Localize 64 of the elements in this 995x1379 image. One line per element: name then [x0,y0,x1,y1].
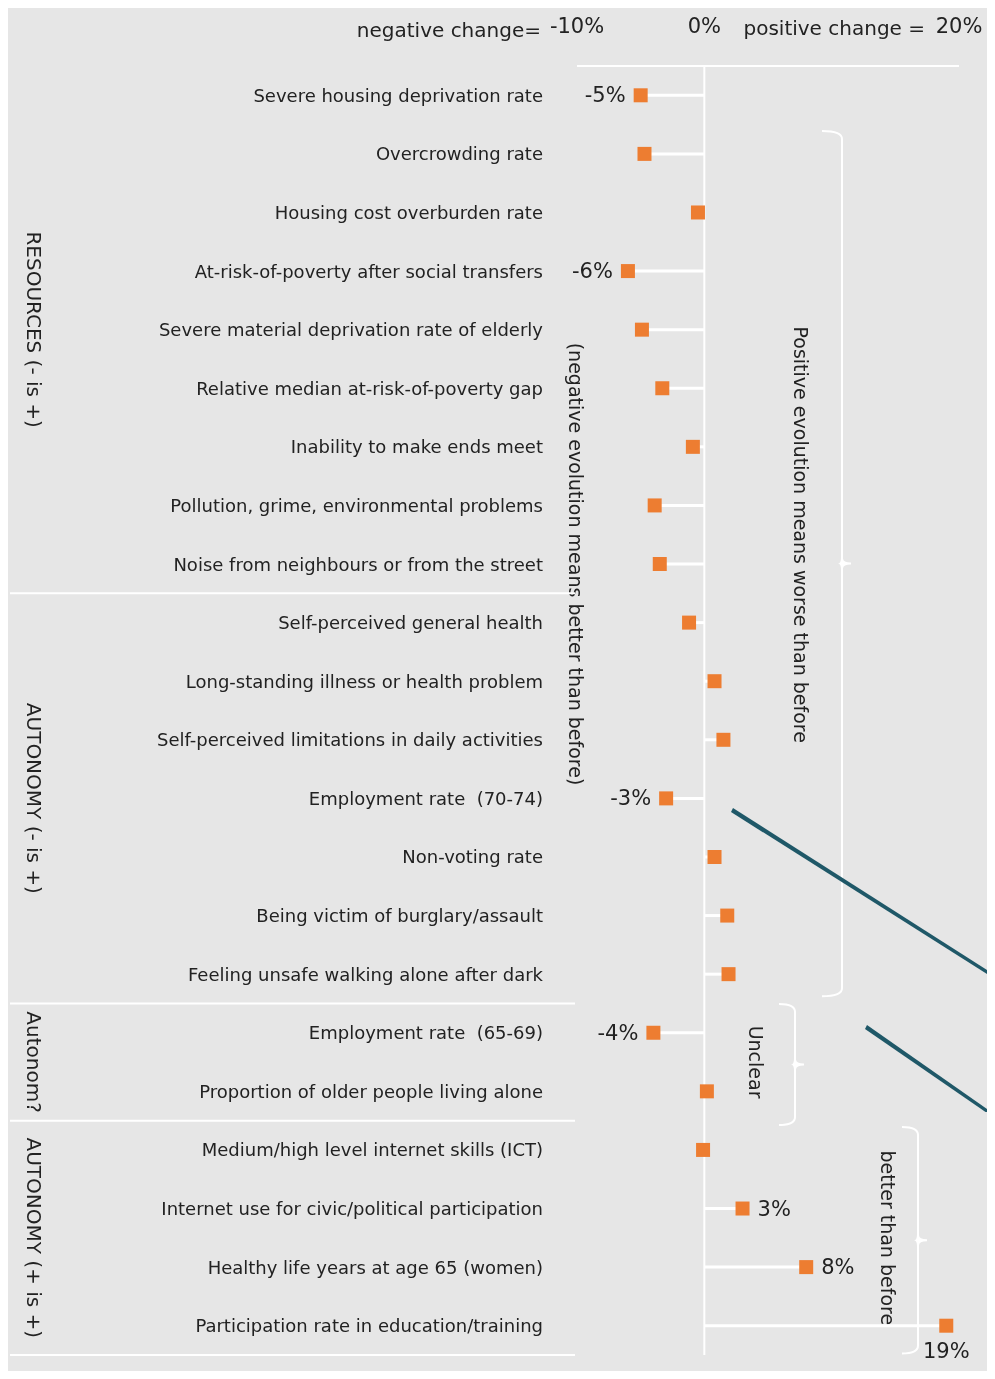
point [699,1084,714,1099]
point [655,381,670,396]
text: Autonom? [22,1011,46,1113]
text: AUTONOMY (- is +) [22,702,46,894]
point [707,849,722,864]
point [721,967,736,982]
text: RESOURCES (- is +) [22,231,46,428]
data-label: -5% [584,83,626,108]
point [799,1260,814,1275]
point [696,1142,711,1157]
y-tick-label: Noise from neighbours or from the street [173,553,543,575]
y-tick-label: At-risk-of-poverty after social transfers [194,260,543,282]
point [939,1318,954,1333]
y-tick-label: Medium/high level internet skills (ICT) [201,1139,543,1161]
data-label: 8% [821,1255,855,1280]
point [682,615,697,630]
y-tick-label: Participation rate in education/training [195,1315,543,1337]
y-tick-label: Healthy life years at age 65 (women) [207,1256,543,1278]
point [652,557,667,572]
data-label: 3% [757,1196,791,1221]
y-tick-label: Self-perceived general health [278,612,543,634]
y-tick-label: Being victim of burglary/assault [256,905,543,927]
y-tick-label: Severe material deprivation rate of elderly [158,319,544,341]
text: negative change= [356,18,541,42]
y-tick-label: Proportion of older people living alone [199,1080,543,1102]
text: positive change = [743,16,925,40]
point [634,322,649,337]
annotation: (negative evolution means better than before) [564,342,587,786]
annotation: Positive evolution means worse than before [789,326,812,743]
y-tick-label: Relative median at-risk-of-poverty gap [196,377,543,399]
y-tick-label: Long-standing illness or health problem [185,670,543,692]
point [735,1201,750,1216]
point [707,674,722,689]
y-tick-label: Internet use for civic/political participation [161,1198,543,1220]
y-tick-label: Severe housing deprivation rate [253,84,543,106]
data-label: -6% [572,259,613,284]
y-tick-label: Feeling unsafe walking alone after dark [188,963,544,985]
point [620,264,635,279]
y-tick-label: Self-perceived limitations in daily activities [156,729,543,751]
text: AUTONOMY (+ is +) [22,1137,46,1339]
y-tick-label: Overcrowding rate [375,143,543,165]
y-tick-label: Housing cost overburden rate [274,201,543,223]
y-tick-label: Employment rate (70-74) [308,787,543,809]
y-tick-label: Non-voting rate [402,846,543,868]
annotation: better than before [876,1150,899,1326]
point [646,1025,661,1040]
y-tick-label: Inability to make ends meet [290,436,543,458]
point [647,498,662,513]
point [716,732,731,747]
point [637,146,652,161]
point [690,205,705,220]
y-tick-label: Pollution, grime, environmental problems [170,494,543,516]
x-tick-label: 0% [687,13,721,38]
data-label: 19% [922,1339,970,1364]
point [659,791,674,806]
point [633,88,648,103]
data-label: -4% [597,1020,639,1045]
x-tick-label: 20% [935,13,983,38]
point [685,439,700,454]
annotation: Unclear [744,1025,767,1099]
y-tick-label: Employment rate (65-69) [308,1022,543,1044]
data-label: -3% [610,786,652,811]
point [720,908,735,923]
x-tick-label: -10% [549,13,605,38]
